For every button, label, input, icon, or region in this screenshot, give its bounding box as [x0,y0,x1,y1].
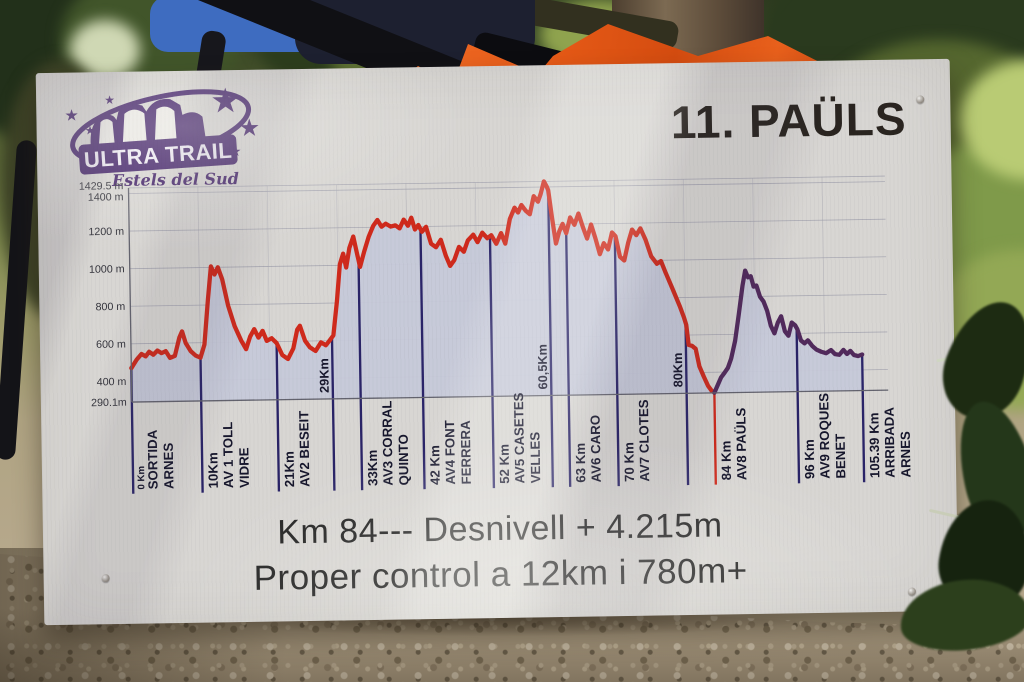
svg-text:21Km: 21Km [282,451,298,487]
svg-text:ARNES: ARNES [898,431,914,478]
footer-text: Km 84--- Desnivell + 4.215m Proper contr… [43,503,958,602]
footer-control-line: Proper control a 12km i 780m+ [253,551,748,598]
profile-completed [129,179,717,395]
svg-text:AV9 ROQUES: AV9 ROQUES [816,393,832,479]
svg-text:105.39 Km: 105.39 Km [866,412,882,478]
svg-text:AV2 BESEIT: AV2 BESEIT [296,411,312,488]
svg-text:QUINTO: QUINTO [396,434,412,486]
svg-text:60,5Km: 60,5Km [535,344,551,390]
checkpoint-lines [130,190,866,494]
svg-text:600 m: 600 m [96,338,126,350]
svg-text:AV8 PAÜLS: AV8 PAÜLS [733,407,749,480]
svg-text:SORTIDA: SORTIDA [145,429,161,489]
svg-text:96 Km: 96 Km [802,439,818,479]
svg-text:800 m: 800 m [95,301,125,313]
station-title: 11. PAÜLS [670,92,907,149]
svg-text:ARNES: ARNES [161,442,177,489]
svg-text:33Km: 33Km [365,450,381,486]
svg-text:AV6 CARO: AV6 CARO [588,415,604,483]
svg-text:80Km: 80Km [670,353,686,388]
star-icon: ★ [238,115,260,142]
svg-text:10Km: 10Km [205,452,221,488]
svg-text:AV5 CASETES: AV5 CASETES [511,392,527,483]
svg-text:1429.5 m: 1429.5 m [79,180,123,193]
star-icon: ★ [85,123,96,137]
chart-area: 1429.5 m 1400 m 1200 m 1000 m 800 m 600 m 400 … [79,165,920,517]
svg-text:29Km: 29Km [316,358,332,393]
svg-text:84 Km: 84 Km [718,440,734,480]
svg-text:AV 1 TOLL: AV 1 TOLL [220,422,236,489]
svg-text:VIDRE: VIDRE [236,447,252,488]
svg-text:AV3 CORRAL: AV3 CORRAL [379,400,395,485]
logo-banner [78,134,238,175]
svg-text:52 Km: 52 Km [497,444,513,484]
x-axis [131,389,889,403]
svg-text:AV4 FONT: AV4 FONT [442,420,458,485]
svg-text:ARRIBADA: ARRIBADA [882,407,898,478]
logo-subtitle: Estels del Sud [111,169,239,190]
board-screw [907,587,917,596]
svg-text:42 Km: 42 Km [427,445,443,485]
svg-text:VELLES: VELLES [527,432,543,484]
ultra-trail-logo: ★ ★ ★ ★ ★ ★ ULTRA TRAIL Estels del Sud [64,82,260,190]
svg-text:1400 m: 1400 m [88,191,124,204]
area-fill [131,181,863,403]
svg-text:AV7 CLOTES: AV7 CLOTES [636,399,652,482]
star-icon: ★ [210,82,241,120]
svg-text:0 Km: 0 Km [136,466,147,490]
profile-remaining [712,268,865,395]
board-screw [916,95,925,104]
logo-rocks-light [98,106,177,147]
course-board: ★ ★ ★ ★ ★ ★ ULTRA TRAIL Estels del Sud 1… [35,58,959,626]
svg-text:400 m: 400 m [97,376,127,388]
svg-text:1200 m: 1200 m [88,226,124,239]
logo-rocks [90,98,207,149]
board-screw [101,574,110,583]
svg-text:63 Km: 63 Km [573,443,589,483]
svg-text:FERRERA: FERRERA [458,420,474,485]
y-axis [127,187,133,403]
star-icon: ★ [64,108,79,125]
svg-text:BENET: BENET [833,434,849,479]
star-icon: ★ [104,93,115,107]
svg-text:290.1m: 290.1m [91,397,127,410]
svg-text:1000 m: 1000 m [89,263,125,276]
svg-text:70 Km: 70 Km [621,442,637,482]
